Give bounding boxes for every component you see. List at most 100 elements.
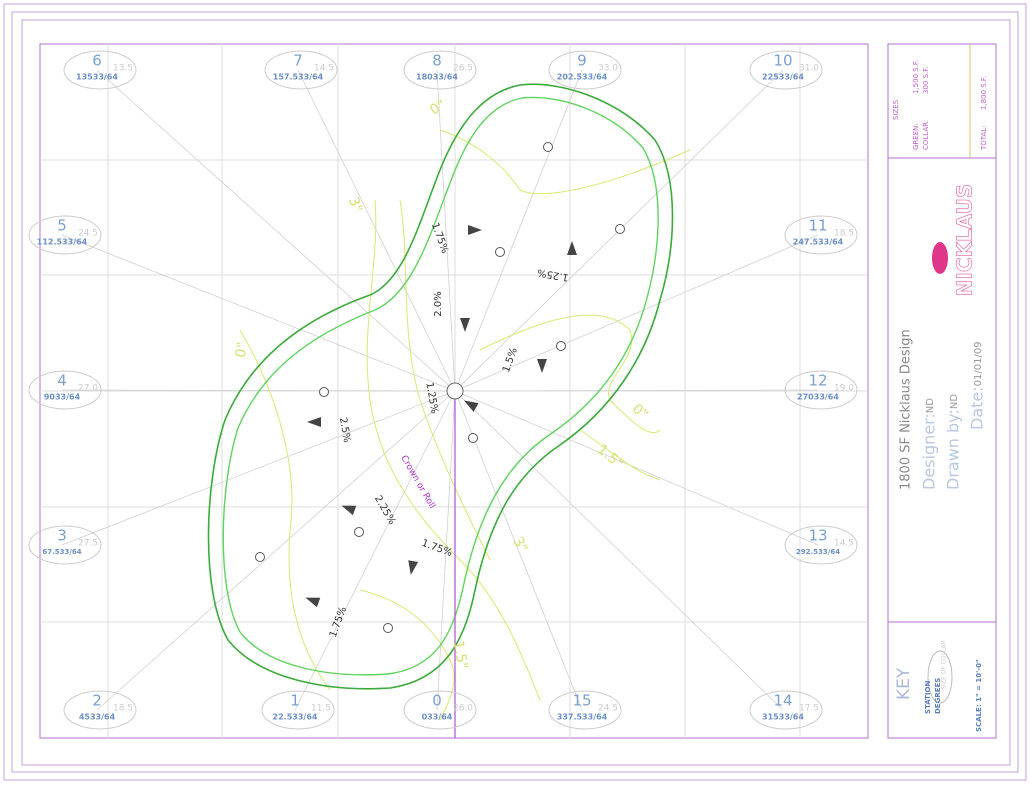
total-label: TOTAL: [980, 125, 988, 151]
station-number: 2 [92, 692, 102, 710]
station-label: 67.533/64 [42, 548, 81, 556]
title-block [887, 43, 997, 739]
station-number: 12 [808, 372, 827, 390]
labels: 1.75%2.0%1.25%1.5%1.25%2.5%2.25%1.75%1.7… [233, 97, 651, 670]
station-label: 247.533/64 [793, 238, 844, 247]
station-number: 11 [808, 217, 827, 235]
plan-title: 1800 SF Nicklaus Design [899, 329, 914, 490]
station-degrees: 17.5 [799, 704, 819, 714]
crown-label: Crown or Roll [398, 454, 436, 511]
station-ray [61, 389, 456, 392]
hole-locations [255, 142, 625, 633]
green [207, 83, 674, 690]
contour-label: 0" [629, 401, 651, 423]
station-degrees: 13.5 [113, 64, 133, 74]
station-number: 13 [808, 527, 827, 545]
station-ellipse [28, 215, 102, 255]
station-ellipse [28, 525, 102, 565]
contour-label: 0" [233, 341, 251, 359]
contour-label: 1.5" [594, 442, 626, 473]
station-ellipse [749, 50, 823, 90]
station-degrees: 18.5 [834, 229, 854, 239]
station-ellipse [784, 215, 858, 255]
station-ellipse [403, 690, 477, 730]
station-ellipse [264, 50, 338, 90]
hole-location [255, 552, 265, 562]
station-number: 10 [773, 52, 792, 70]
hole-location [615, 224, 625, 234]
slope-label: 1.5% [501, 346, 520, 374]
station-degrees: 27.0 [78, 384, 98, 394]
slope-label: 2.5% [337, 417, 352, 444]
slope-label: 2.25% [372, 494, 397, 527]
collar-label: COLLAR: [922, 120, 930, 150]
station-degrees: 31.0 [799, 64, 819, 74]
station-degrees: 24.5 [598, 704, 618, 714]
date: Date:01/01/09 [968, 341, 987, 430]
station-label: 13533/64 [76, 73, 118, 82]
station-ellipse [784, 370, 858, 410]
station-ellipse [403, 50, 477, 90]
slope-arrow [307, 417, 321, 427]
sheet-border [3, 3, 1027, 781]
station-label: 337.533/64 [557, 713, 608, 722]
slope-arrow [567, 241, 577, 255]
station-number: 8 [432, 52, 442, 70]
station-degrees: 26.0 [453, 704, 473, 714]
station-ellipse [28, 370, 102, 410]
key-station: STATION [924, 681, 932, 714]
station-ray [96, 390, 456, 711]
value: 01/01/09 [973, 341, 984, 386]
hole-location [319, 387, 329, 397]
slope-label: 1.75% [420, 538, 454, 559]
station-degrees: 24.5 [78, 229, 98, 239]
scale: SCALE: 1" = 10'-0" [975, 659, 983, 732]
station-rays [61, 69, 819, 711]
station-label: 9033/64 [44, 393, 81, 402]
key-degrees: DEGREES [934, 678, 942, 714]
hole-location [354, 527, 364, 537]
station-ray [297, 69, 456, 392]
station-ray [61, 390, 456, 546]
station-degrees: 33.0 [598, 64, 618, 74]
station-ellipse [784, 525, 858, 565]
station-label: 18033/64 [416, 73, 458, 82]
station-label: 31533/64 [762, 713, 804, 722]
hole-location [556, 341, 566, 351]
key-title: KEY [894, 667, 914, 700]
station-ellipse [548, 690, 622, 730]
slope-arrow [408, 560, 419, 575]
value: ND [925, 398, 936, 413]
hole-location [468, 433, 478, 443]
station-degrees: 19.0 [834, 384, 854, 394]
station-ray [61, 234, 456, 392]
station-label: 202.533/64 [557, 73, 608, 82]
value: ND [949, 394, 960, 409]
station-number: 1 [290, 692, 300, 710]
key-ellipse [927, 650, 953, 704]
station-label: 112.533/64 [37, 238, 88, 247]
slope-arrow [537, 359, 547, 373]
key-collar: SIZE OF COLLAR [941, 640, 948, 689]
station-label: 22.533/64 [273, 713, 318, 722]
station-ellipse [63, 50, 137, 90]
contour-label: 1.5" [450, 639, 471, 670]
station-number: 6 [92, 52, 102, 70]
station-ray [436, 69, 456, 392]
total-value: 1,800 S.F. [980, 76, 988, 110]
slope-arrow [305, 597, 321, 608]
contour-label: 3" [509, 534, 531, 555]
hole-location [383, 623, 393, 633]
station-label: 22533/64 [762, 73, 804, 82]
drawn-by: Drawn by:ND [944, 394, 963, 490]
green-label: GREEN: [912, 123, 920, 150]
station-number: 15 [572, 692, 591, 710]
hole-location [543, 142, 553, 152]
station-ray [294, 390, 456, 711]
center-pin [446, 382, 464, 400]
station-label: 27033/64 [797, 393, 839, 402]
slope-arrow [463, 400, 479, 412]
logo: NICKLAUS [953, 184, 977, 297]
contour-label: 3" [345, 195, 365, 215]
